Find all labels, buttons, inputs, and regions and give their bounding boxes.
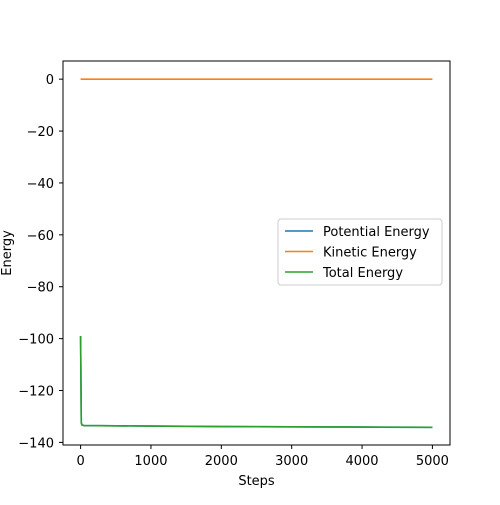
legend-box xyxy=(277,218,443,286)
y-tick-label: −140 xyxy=(18,436,54,451)
plot-lines xyxy=(79,78,433,429)
x-tick-label: 5000 xyxy=(416,454,449,469)
y-tick-label: −80 xyxy=(27,281,54,296)
y-axis-label: Energy xyxy=(0,230,15,276)
x-tick-label: 0 xyxy=(76,454,84,469)
y-tick-label: −20 xyxy=(27,125,54,140)
legend-label: Total Energy xyxy=(322,266,403,281)
y-tick-label: −100 xyxy=(18,333,54,348)
legend-label: Potential Energy xyxy=(323,225,430,240)
y-tick-label: −60 xyxy=(27,229,54,244)
legend-label: Kinetic Energy xyxy=(323,246,417,261)
legend: Potential Energy Kinetic Energy Total Ener… xyxy=(277,218,443,286)
y-tick-label: −40 xyxy=(27,177,54,192)
x-tick-label: 1000 xyxy=(134,454,167,469)
y-axis-ticks: 0 −20 −40 −60 −80 −100 −120 −140 xyxy=(18,73,63,451)
x-tick-label: 2000 xyxy=(205,454,238,469)
y-tick-label: 0 xyxy=(46,73,54,88)
x-tick-label: 3000 xyxy=(275,454,308,469)
series-line-total-energy xyxy=(79,336,433,429)
x-tick-label: 4000 xyxy=(345,454,378,469)
plot-frame xyxy=(62,60,451,446)
x-axis-label: Steps xyxy=(238,474,275,489)
y-tick-label: −120 xyxy=(18,385,54,400)
x-axis-ticks: 0 1000 2000 3000 4000 5000 xyxy=(76,445,449,469)
